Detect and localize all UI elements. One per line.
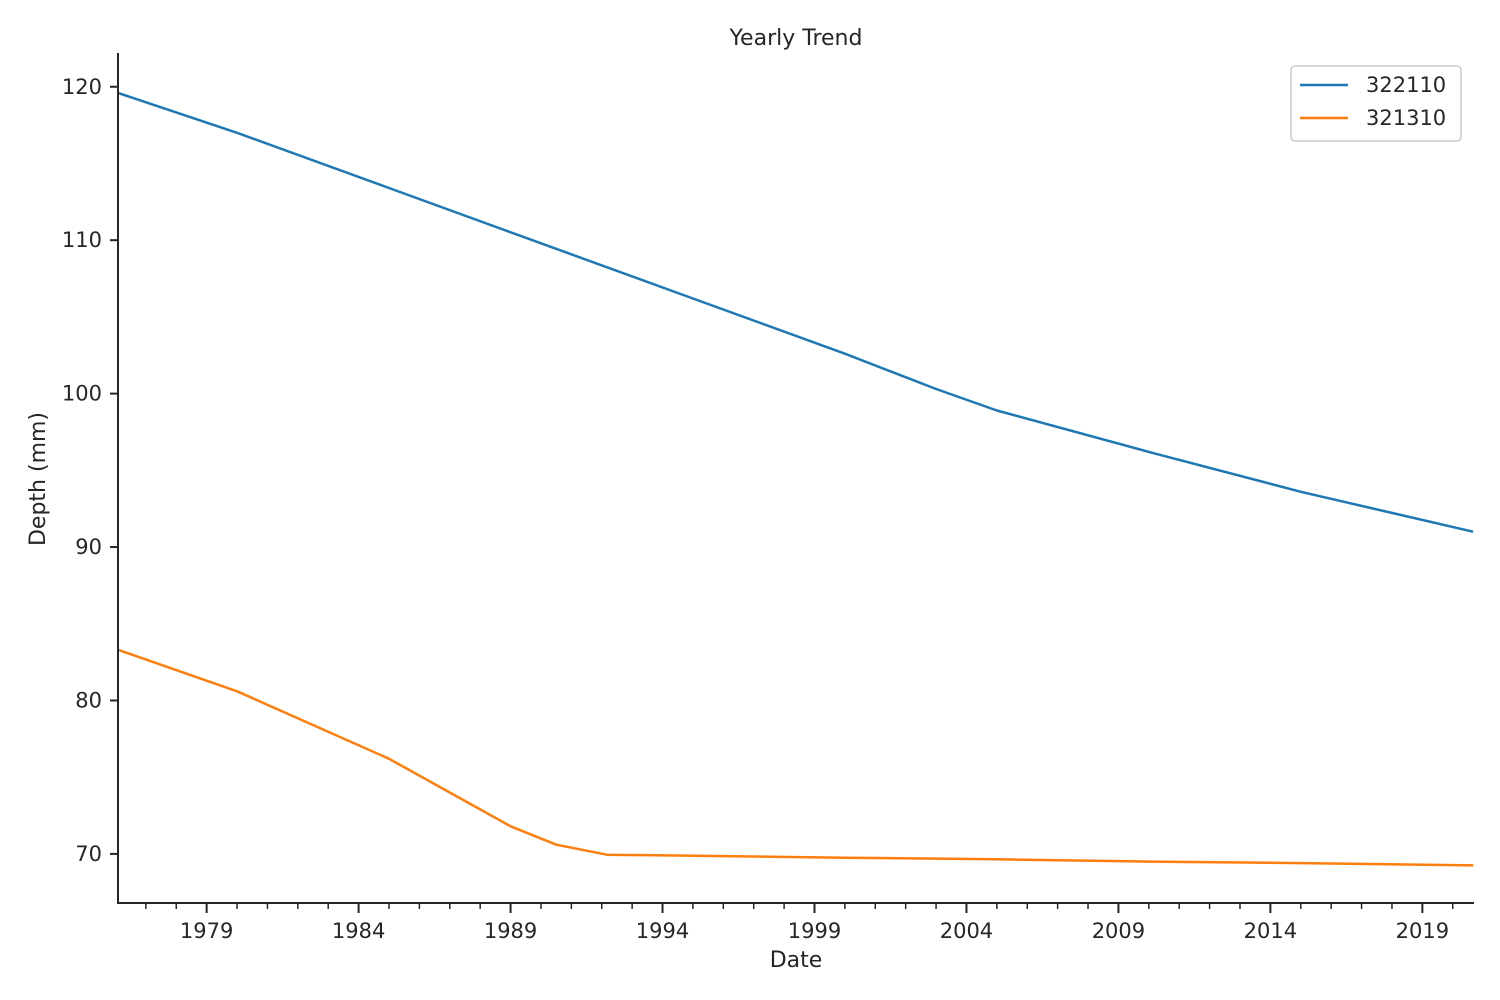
y-axis-title: Depth (mm) xyxy=(26,412,51,546)
series-lines xyxy=(117,91,1474,867)
x-tick-label: 2009 xyxy=(1092,919,1145,943)
x-tick-label: 1984 xyxy=(332,919,385,943)
legend: 322110 321310 xyxy=(1290,65,1462,142)
x-tick-label: 1999 xyxy=(788,919,841,943)
legend-label-322110: 322110 xyxy=(1366,73,1446,97)
y-tick-label: 110 xyxy=(62,228,102,252)
y-tick-label: 70 xyxy=(75,842,102,866)
y-tick-label: 90 xyxy=(75,535,102,559)
x-tick-label: 1979 xyxy=(180,919,233,943)
x-tick-label: 2019 xyxy=(1396,919,1449,943)
x-axis-ticks: 1979 1984 1989 1994 1999 2004 2009 2014 2019 xyxy=(145,903,1454,943)
y-tick-label: 100 xyxy=(62,382,102,406)
x-tick-label: 2004 xyxy=(940,919,993,943)
y-tick-label: 80 xyxy=(75,688,102,712)
x-tick-label: 1989 xyxy=(484,919,537,943)
legend-label-321310: 321310 xyxy=(1366,106,1446,130)
y-axis-ticks: 70 80 90 100 110 120 xyxy=(62,75,118,866)
series-line-321310 xyxy=(117,648,1474,867)
x-tick-label: 1994 xyxy=(636,919,689,943)
x-axis-title: Date xyxy=(770,948,823,973)
x-tick-label: 2014 xyxy=(1244,919,1297,943)
series-line-322110 xyxy=(117,91,1474,533)
y-tick-label: 120 xyxy=(62,75,102,99)
chart-title: Yearly Trend xyxy=(729,26,863,51)
